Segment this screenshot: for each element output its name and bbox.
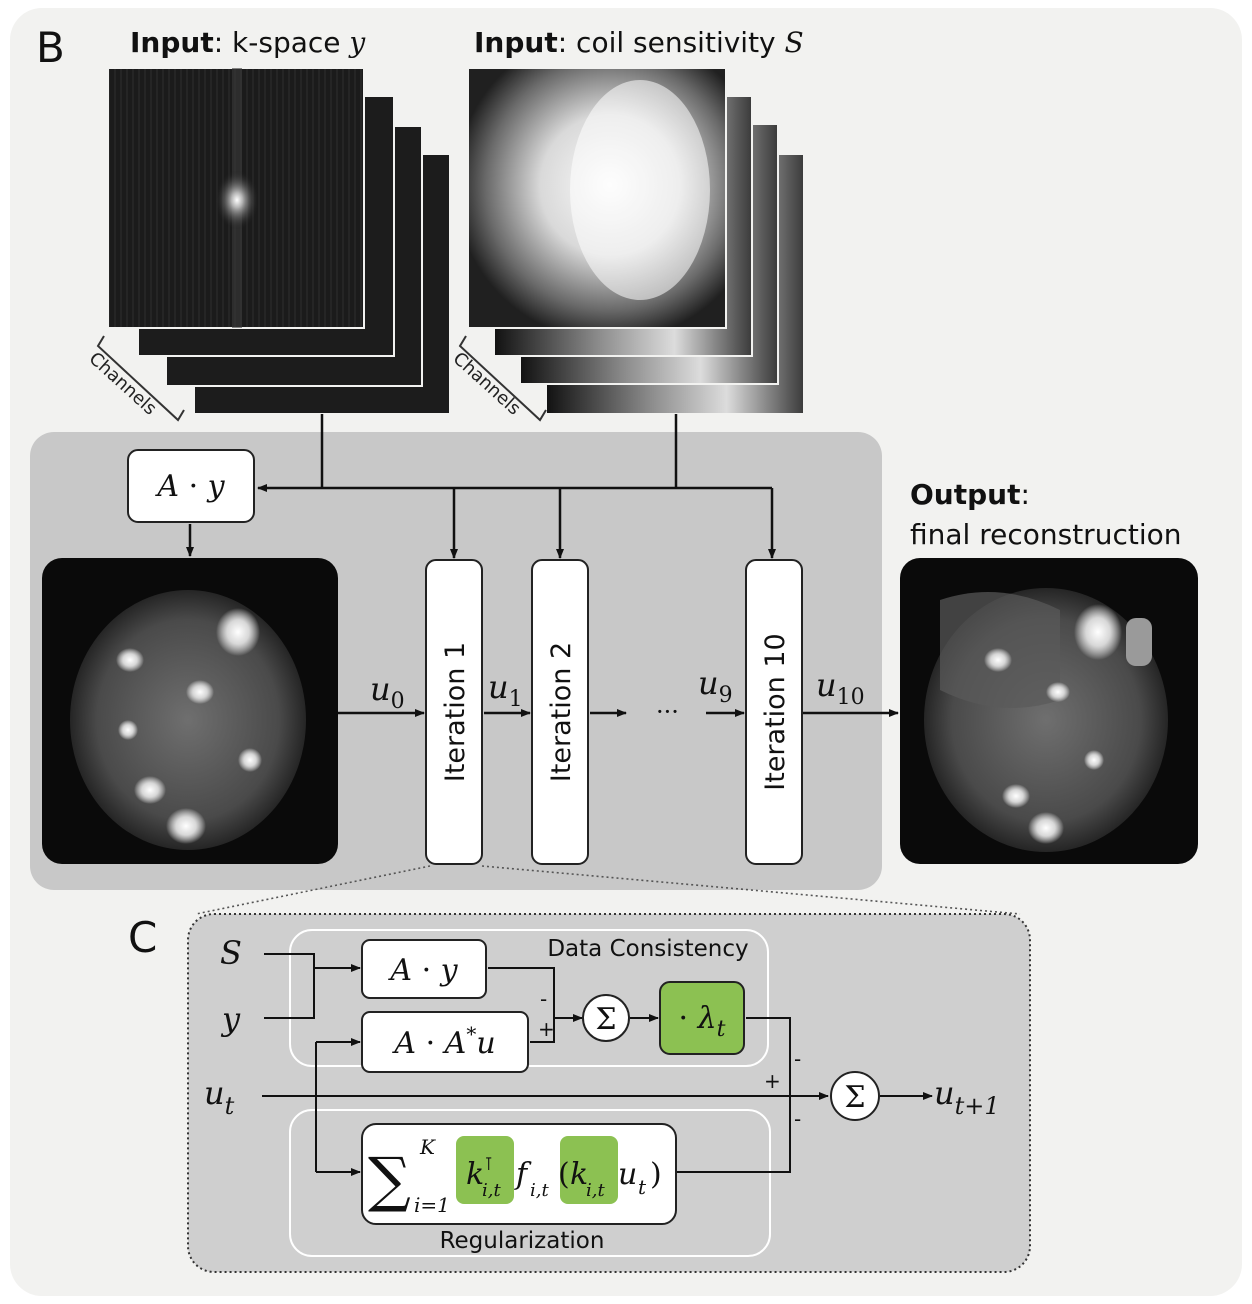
- y-wire: [264, 968, 315, 1019]
- coil-title-bold: Input: [474, 26, 558, 59]
- k-symbol: k: [570, 1157, 588, 1192]
- panel-label-c: C: [128, 913, 157, 962]
- u10-label: u10: [816, 666, 865, 710]
- kspace-input-title: Input: k-space y: [130, 26, 366, 59]
- coil-title-rest: : coil sensitivity: [558, 26, 785, 59]
- coil-bright-region: [570, 80, 710, 300]
- u-symbol: u: [618, 1157, 637, 1192]
- output-ut1-label: ut+1: [934, 1074, 1000, 1120]
- sum-node-2-symbol: Σ: [844, 1080, 865, 1115]
- sign-minus-1: -: [540, 987, 547, 1011]
- output-title-bold: Output: [910, 478, 1020, 511]
- k-transpose-sup: ⊺: [484, 1154, 493, 1175]
- ay-y: y: [206, 469, 226, 504]
- kernel-transpose-highlight: [456, 1136, 514, 1204]
- detail-aau-label: A · A*u: [391, 1022, 495, 1061]
- zoom-line-right: [481, 865, 1021, 915]
- k-transpose: k: [466, 1157, 484, 1192]
- sign-plus-1: +: [538, 1017, 555, 1041]
- open-paren: (: [558, 1157, 570, 1192]
- detail-ay-box: [361, 939, 487, 999]
- output-subtitle: final reconstruction: [910, 518, 1181, 551]
- iteration-10-block: [745, 559, 803, 865]
- iteration-2-block: [531, 559, 589, 865]
- u9-label: u9: [698, 664, 733, 708]
- sign-plus-2: +: [764, 1069, 781, 1093]
- kspace-title-rest: : k-space: [214, 26, 350, 59]
- iteration-10-label: Iteration 10: [760, 633, 791, 790]
- regularization-group: [289, 1109, 771, 1257]
- detail-ay-label: A · y: [387, 953, 458, 988]
- coil-input-title: Input: coil sensitivity S: [474, 26, 804, 59]
- lambda-weight-label: · λt: [679, 1001, 726, 1042]
- lambda-out-wire: [746, 1017, 791, 1096]
- kspace-center-spot: [215, 170, 259, 230]
- ay-dot: ·: [179, 469, 208, 504]
- ay-out-wire: [488, 967, 555, 1018]
- u1-label: u1: [488, 668, 523, 712]
- iteration-2-label: Iteration 2: [546, 642, 577, 782]
- initial-reconstruction-image: [42, 558, 338, 864]
- sign-minus-3: -: [794, 1107, 801, 1131]
- input-connectors: [186, 414, 776, 559]
- s-wire: [264, 953, 315, 968]
- close-paren: ): [650, 1157, 662, 1192]
- kernel-highlight: [560, 1136, 618, 1204]
- lambda-weight-box: [659, 981, 745, 1055]
- detail-wiring: [262, 953, 933, 1176]
- iteration-1-block: [425, 559, 483, 865]
- k-transpose-sub: i,t: [482, 1180, 501, 1201]
- input-s-label: S: [220, 934, 242, 972]
- ellipsis-label: ···: [656, 698, 679, 726]
- ay-operator-box: [127, 449, 255, 523]
- sum-upper: K: [419, 1135, 436, 1159]
- output-title: Output:: [910, 478, 1030, 511]
- coil-title-symbol: S: [785, 26, 804, 59]
- sum-node-2: [830, 1071, 880, 1121]
- regularization-title: Regularization: [440, 1228, 605, 1254]
- sum-node-1: [582, 994, 630, 1042]
- output-title-colon: :: [1020, 478, 1029, 511]
- data-consistency-group: [289, 929, 769, 1067]
- detail-aau-box: [361, 1011, 529, 1073]
- coil-channels-bracket: [458, 335, 547, 422]
- k-sub: i,t: [586, 1180, 605, 1201]
- regularization-formula: ∑ K i=1 k ⊺ i,t f i,t ( k i,t u t ): [368, 1135, 662, 1217]
- sum-symbol: ∑: [368, 1145, 411, 1215]
- iteration-1-label: Iteration 1: [440, 642, 471, 782]
- sign-minus-2: -: [794, 1047, 801, 1071]
- input-y-label: y: [220, 1000, 241, 1038]
- ay-a: A: [154, 469, 179, 504]
- panel-label-b: B: [36, 23, 65, 72]
- f-sub: i,t: [530, 1180, 549, 1201]
- coil-image-stack: [467, 67, 805, 415]
- data-consistency-title: Data Consistency: [547, 936, 748, 962]
- ay-operator-label: A · y: [154, 469, 225, 504]
- aau-out-wire: [530, 1018, 555, 1043]
- final-reconstruction-image: [900, 558, 1198, 864]
- u-sub: t: [638, 1175, 647, 1199]
- kspace-title-symbol: y: [347, 26, 366, 59]
- kspace-title-bold: Input: [130, 26, 214, 59]
- sum-lower: i=1: [414, 1193, 450, 1217]
- kspace-image-stack: [107, 67, 451, 415]
- u0-label: u0: [370, 670, 405, 714]
- input-ut-label: ut: [204, 1074, 235, 1120]
- sum-node-1-symbol: Σ: [595, 1002, 616, 1037]
- reg-out-wire: [676, 1096, 791, 1173]
- kspace-channels-bracket: [96, 335, 185, 422]
